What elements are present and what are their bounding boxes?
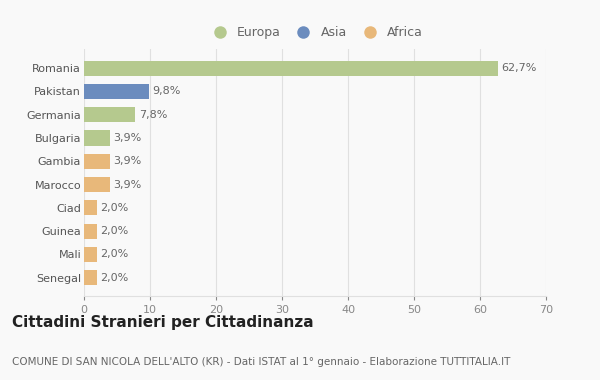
Text: 2,0%: 2,0% — [101, 203, 129, 213]
Text: 3,9%: 3,9% — [113, 156, 141, 166]
Bar — [84, 84, 149, 99]
Text: 2,0%: 2,0% — [101, 226, 129, 236]
Text: 9,8%: 9,8% — [152, 87, 181, 97]
Bar — [84, 247, 97, 262]
Bar — [84, 61, 498, 76]
Text: 3,9%: 3,9% — [113, 179, 141, 190]
Text: 2,0%: 2,0% — [101, 272, 129, 283]
Bar — [84, 177, 110, 192]
Bar — [84, 154, 110, 169]
Bar — [84, 130, 110, 146]
Text: 2,0%: 2,0% — [101, 249, 129, 259]
Bar — [84, 107, 136, 122]
Bar — [84, 223, 97, 239]
Bar — [84, 200, 97, 215]
Bar — [84, 270, 97, 285]
Text: 62,7%: 62,7% — [501, 63, 536, 73]
Legend: Europa, Asia, Africa: Europa, Asia, Africa — [202, 21, 428, 44]
Text: Cittadini Stranieri per Cittadinanza: Cittadini Stranieri per Cittadinanza — [12, 315, 314, 330]
Text: 3,9%: 3,9% — [113, 133, 141, 143]
Text: COMUNE DI SAN NICOLA DELL'ALTO (KR) - Dati ISTAT al 1° gennaio - Elaborazione TU: COMUNE DI SAN NICOLA DELL'ALTO (KR) - Da… — [12, 357, 511, 367]
Text: 7,8%: 7,8% — [139, 110, 167, 120]
